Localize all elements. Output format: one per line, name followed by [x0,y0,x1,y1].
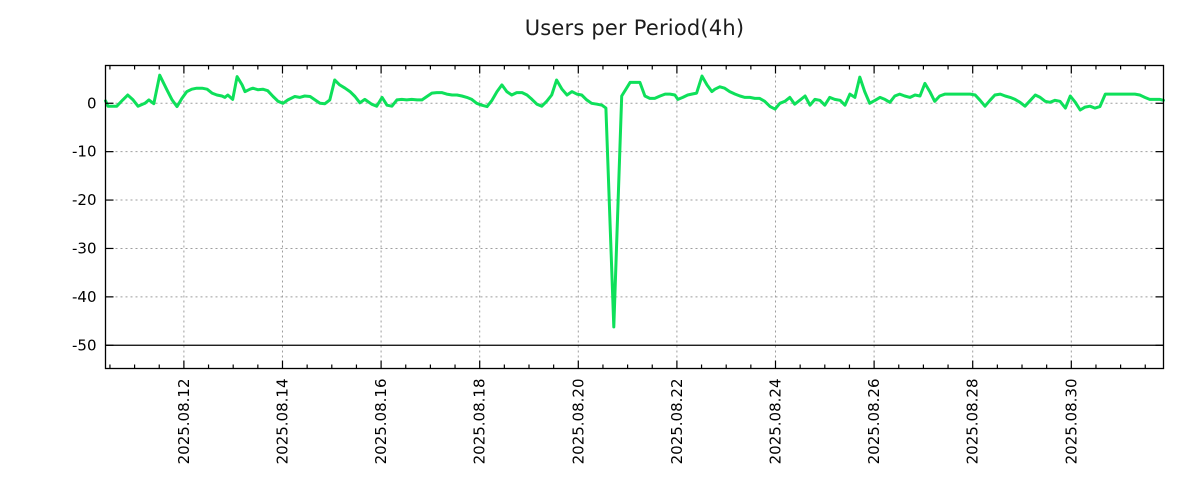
y-tick-label: 0 [87,94,97,112]
y-tick-label: -50 [72,336,97,354]
x-tick-label: 2025.08.16 [372,379,390,465]
y-tick-label: -10 [72,143,97,161]
x-tick-label: 2025.08.26 [865,379,883,465]
x-tick-label: 2025.08.24 [767,379,785,465]
x-tick-label: 2025.08.18 [471,379,489,465]
x-tick-label: 2025.08.22 [668,379,686,465]
series-line [104,73,1165,329]
y-tick-label: -40 [72,288,97,306]
x-tick-label: 2025.08.28 [964,379,982,465]
y-tick-label: -30 [72,239,97,257]
y-tick-label: -20 [72,191,97,209]
x-tick-label: 2025.08.20 [569,379,587,465]
x-tick-label: 2025.08.30 [1062,379,1080,465]
x-tick-label: 2025.08.14 [273,379,291,465]
x-tick-label: 2025.08.12 [175,379,193,465]
chart-title: Users per Period(4h) [524,16,745,40]
plot-border [104,64,1165,370]
